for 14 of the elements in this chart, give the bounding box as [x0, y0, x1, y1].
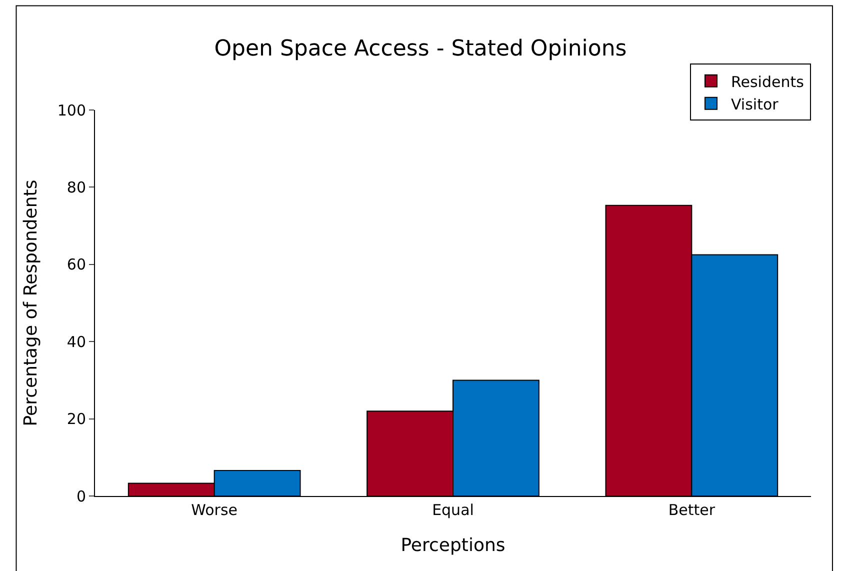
x-tick-label: Worse — [191, 501, 238, 519]
x-tick-label: Better — [668, 501, 716, 519]
x-tick-label: Equal — [432, 501, 474, 519]
legend-label: Visitor — [731, 95, 780, 114]
y-axis-title: Percentage of Respondents — [20, 180, 42, 426]
legend-label: Residents — [731, 72, 804, 91]
y-tick-label: 60 — [66, 256, 86, 274]
y-tick-label: 40 — [66, 332, 86, 351]
chart-title: Open Space Access - Stated Opinions — [214, 36, 627, 62]
y-tick-label: 0 — [76, 487, 86, 506]
y-tick-label: 20 — [66, 410, 86, 428]
y-tick-label: 100 — [57, 101, 86, 120]
x-axis-title: Perceptions — [400, 535, 506, 556]
y-tick-label: 80 — [66, 178, 86, 196]
